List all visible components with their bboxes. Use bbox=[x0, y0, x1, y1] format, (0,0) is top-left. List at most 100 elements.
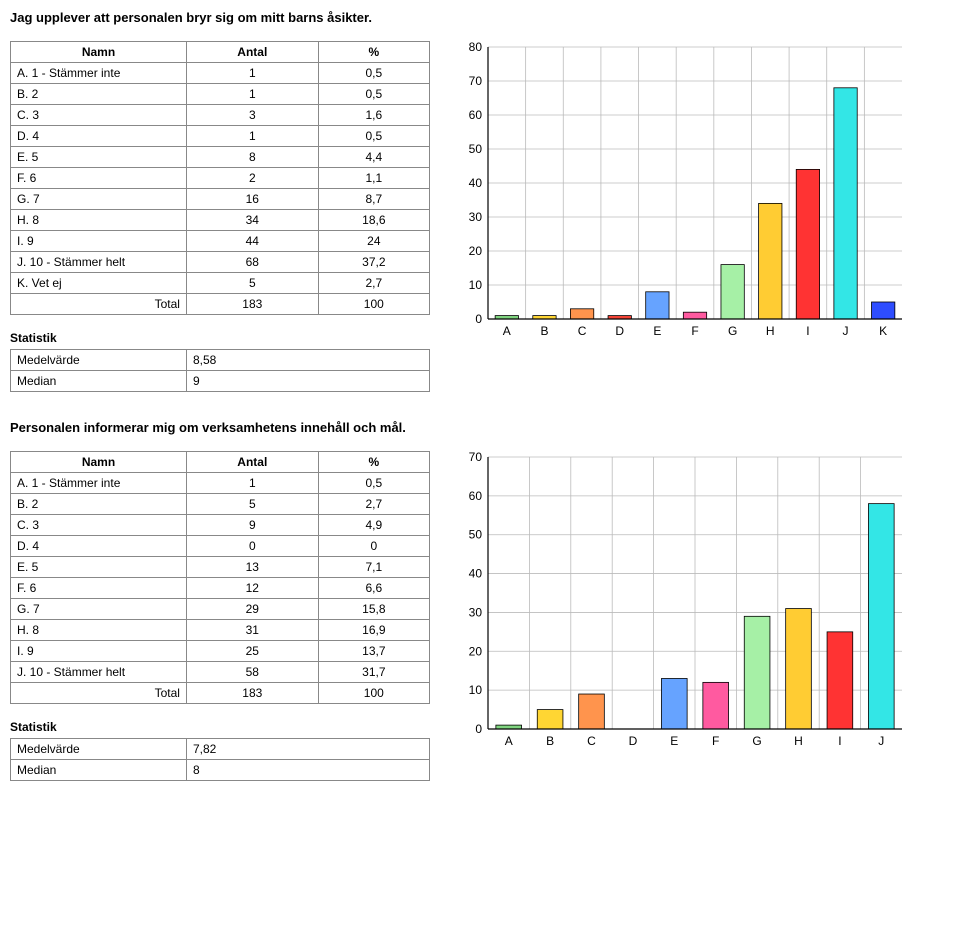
svg-text:I: I bbox=[838, 734, 841, 748]
svg-text:40: 40 bbox=[469, 176, 483, 190]
svg-text:J: J bbox=[878, 734, 884, 748]
svg-text:K: K bbox=[879, 324, 887, 338]
svg-text:40: 40 bbox=[469, 567, 483, 581]
row-name: G. 7 bbox=[11, 189, 187, 210]
row-count: 58 bbox=[186, 662, 318, 683]
table-row: A. 1 - Stämmer inte10,5 bbox=[11, 63, 430, 84]
row-pct: 7,1 bbox=[318, 557, 429, 578]
row-count: 25 bbox=[186, 641, 318, 662]
table-row: B. 210,5 bbox=[11, 84, 430, 105]
row-name: D. 4 bbox=[11, 536, 187, 557]
table-row: D. 400 bbox=[11, 536, 430, 557]
table-row: G. 72915,8 bbox=[11, 599, 430, 620]
row-pct: 6,6 bbox=[318, 578, 429, 599]
row-count: 34 bbox=[186, 210, 318, 231]
row-count: 16 bbox=[186, 189, 318, 210]
row-pct: 4,9 bbox=[318, 515, 429, 536]
q1-title: Jag upplever att personalen bryr sig om … bbox=[10, 10, 950, 25]
table-row: Total183100 bbox=[11, 683, 430, 704]
stats-value: 8,58 bbox=[186, 350, 429, 371]
row-name: J. 10 - Stämmer helt bbox=[11, 252, 187, 273]
svg-text:20: 20 bbox=[469, 644, 483, 658]
stats-row: Median9 bbox=[11, 371, 430, 392]
q1-col-pct: % bbox=[318, 42, 429, 63]
q1-chart: 01020304050607080ABCDEFGHIJK bbox=[450, 41, 950, 341]
svg-text:E: E bbox=[653, 324, 661, 338]
row-pct: 1,1 bbox=[318, 168, 429, 189]
svg-text:E: E bbox=[670, 734, 678, 748]
table-row: I. 94424 bbox=[11, 231, 430, 252]
svg-text:C: C bbox=[578, 324, 587, 338]
table-row: C. 331,6 bbox=[11, 105, 430, 126]
q2-table: Namn Antal % A. 1 - Stämmer inte10,5B. 2… bbox=[10, 451, 430, 704]
row-pct: 0,5 bbox=[318, 84, 429, 105]
table-row: C. 394,9 bbox=[11, 515, 430, 536]
row-pct: 18,6 bbox=[318, 210, 429, 231]
q2-chart: 010203040506070ABCDEFGHIJ bbox=[450, 451, 950, 751]
svg-text:30: 30 bbox=[469, 605, 483, 619]
row-name: H. 8 bbox=[11, 210, 187, 231]
stats-row: Medelvärde7,82 bbox=[11, 739, 430, 760]
stats-label: Medelvärde bbox=[11, 350, 187, 371]
svg-text:50: 50 bbox=[469, 142, 483, 156]
row-pct: 2,7 bbox=[318, 494, 429, 515]
row-name: Total bbox=[11, 294, 187, 315]
svg-text:I: I bbox=[806, 324, 809, 338]
table-header-row: Namn Antal % bbox=[11, 452, 430, 473]
row-count: 1 bbox=[186, 473, 318, 494]
table-row: H. 83418,6 bbox=[11, 210, 430, 231]
row-pct: 15,8 bbox=[318, 599, 429, 620]
table-row: E. 584,4 bbox=[11, 147, 430, 168]
row-pct: 31,7 bbox=[318, 662, 429, 683]
q1-stats-table: Medelvärde8,58Median9 bbox=[10, 349, 430, 392]
row-name: I. 9 bbox=[11, 641, 187, 662]
q2-leftcol: Namn Antal % A. 1 - Stämmer inte10,5B. 2… bbox=[10, 451, 430, 781]
row-pct: 4,4 bbox=[318, 147, 429, 168]
svg-text:D: D bbox=[615, 324, 624, 338]
row-name: G. 7 bbox=[11, 599, 187, 620]
svg-text:60: 60 bbox=[469, 108, 483, 122]
svg-text:G: G bbox=[728, 324, 737, 338]
q2-col-name: Namn bbox=[11, 452, 187, 473]
row-count: 5 bbox=[186, 494, 318, 515]
row-count: 68 bbox=[186, 252, 318, 273]
q2-col-pct: % bbox=[318, 452, 429, 473]
table-row: F. 6126,6 bbox=[11, 578, 430, 599]
svg-text:30: 30 bbox=[469, 210, 483, 224]
row-name: J. 10 - Stämmer helt bbox=[11, 662, 187, 683]
svg-text:60: 60 bbox=[469, 489, 483, 503]
svg-text:D: D bbox=[629, 734, 638, 748]
row-count: 13 bbox=[186, 557, 318, 578]
row-pct: 0,5 bbox=[318, 473, 429, 494]
q1-block: Namn Antal % A. 1 - Stämmer inte10,5B. 2… bbox=[10, 41, 950, 392]
svg-text:A: A bbox=[505, 734, 513, 748]
row-pct: 100 bbox=[318, 683, 429, 704]
svg-text:B: B bbox=[540, 324, 548, 338]
row-count: 183 bbox=[186, 294, 318, 315]
row-count: 29 bbox=[186, 599, 318, 620]
row-name: F. 6 bbox=[11, 578, 187, 599]
row-pct: 37,2 bbox=[318, 252, 429, 273]
svg-text:20: 20 bbox=[469, 244, 483, 258]
row-name: A. 1 - Stämmer inte bbox=[11, 63, 187, 84]
row-name: K. Vet ej bbox=[11, 273, 187, 294]
row-name: F. 6 bbox=[11, 168, 187, 189]
stats-label: Median bbox=[11, 760, 187, 781]
svg-text:70: 70 bbox=[469, 451, 483, 464]
svg-text:10: 10 bbox=[469, 683, 483, 697]
q1-table: Namn Antal % A. 1 - Stämmer inte10,5B. 2… bbox=[10, 41, 430, 315]
q2-block: Namn Antal % A. 1 - Stämmer inte10,5B. 2… bbox=[10, 451, 950, 781]
svg-text:G: G bbox=[752, 734, 761, 748]
row-pct: 0,5 bbox=[318, 63, 429, 84]
row-count: 1 bbox=[186, 126, 318, 147]
row-name: A. 1 - Stämmer inte bbox=[11, 473, 187, 494]
stats-row: Median8 bbox=[11, 760, 430, 781]
row-count: 31 bbox=[186, 620, 318, 641]
row-pct: 16,9 bbox=[318, 620, 429, 641]
row-name: D. 4 bbox=[11, 126, 187, 147]
stats-value: 8 bbox=[186, 760, 429, 781]
row-count: 1 bbox=[186, 84, 318, 105]
table-row: E. 5137,1 bbox=[11, 557, 430, 578]
table-row: J. 10 - Stämmer helt5831,7 bbox=[11, 662, 430, 683]
row-name: C. 3 bbox=[11, 105, 187, 126]
